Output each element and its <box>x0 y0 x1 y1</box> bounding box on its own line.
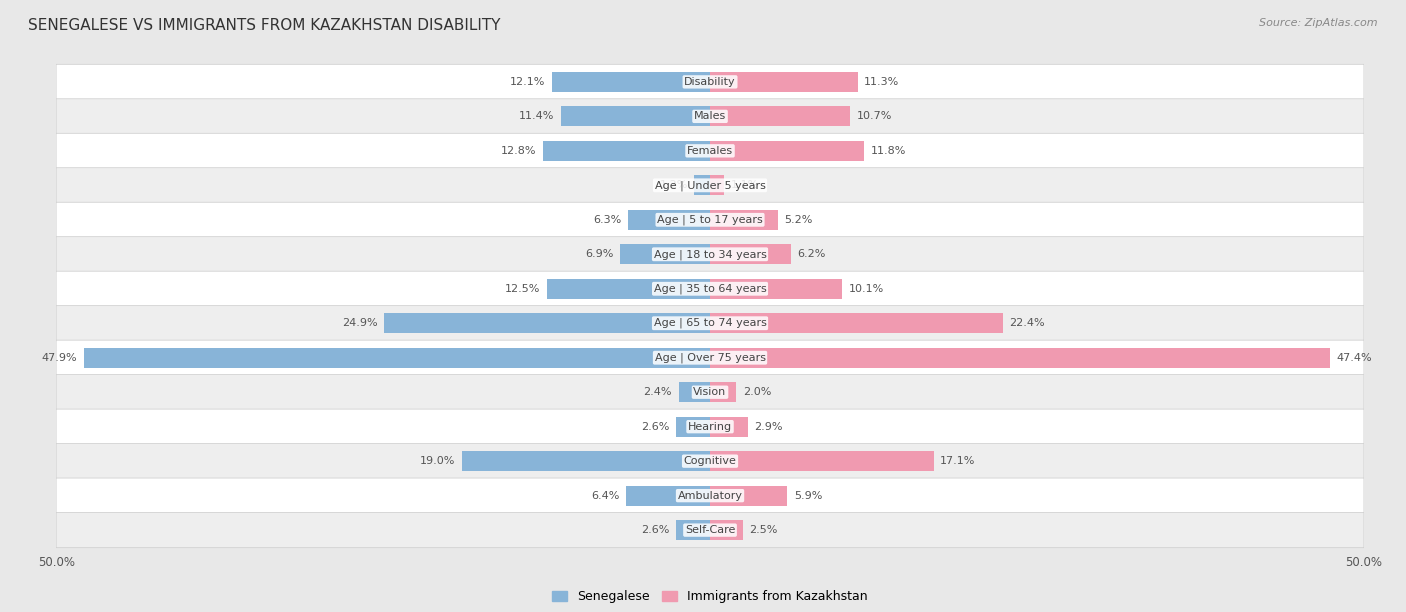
Text: 2.6%: 2.6% <box>641 525 669 535</box>
Text: 5.9%: 5.9% <box>794 491 823 501</box>
Bar <box>461 451 710 471</box>
Text: Females: Females <box>688 146 733 156</box>
Text: 10.1%: 10.1% <box>849 284 884 294</box>
Text: Age | 5 to 17 years: Age | 5 to 17 years <box>657 215 763 225</box>
Text: 5.2%: 5.2% <box>785 215 813 225</box>
Text: 19.0%: 19.0% <box>419 456 456 466</box>
Text: 12.5%: 12.5% <box>505 284 540 294</box>
Text: Age | 18 to 34 years: Age | 18 to 34 years <box>654 249 766 259</box>
Bar <box>710 210 778 230</box>
Text: 12.1%: 12.1% <box>510 77 546 87</box>
Text: SENEGALESE VS IMMIGRANTS FROM KAZAKHSTAN DISABILITY: SENEGALESE VS IMMIGRANTS FROM KAZAKHSTAN… <box>28 18 501 34</box>
Text: Disability: Disability <box>685 77 735 87</box>
Bar <box>626 486 710 506</box>
Text: Age | 65 to 74 years: Age | 65 to 74 years <box>654 318 766 329</box>
Bar <box>679 382 710 402</box>
FancyBboxPatch shape <box>56 64 1364 100</box>
Text: 2.0%: 2.0% <box>742 387 770 397</box>
Bar <box>384 313 710 334</box>
Bar <box>547 278 710 299</box>
Text: Cognitive: Cognitive <box>683 456 737 466</box>
Bar <box>710 348 1330 368</box>
Bar <box>627 210 710 230</box>
FancyBboxPatch shape <box>56 271 1364 307</box>
Text: 1.2%: 1.2% <box>659 181 688 190</box>
Text: 2.4%: 2.4% <box>644 387 672 397</box>
Text: 2.6%: 2.6% <box>641 422 669 431</box>
Text: Age | Under 5 years: Age | Under 5 years <box>655 180 765 190</box>
Bar <box>710 141 865 161</box>
Text: 24.9%: 24.9% <box>342 318 378 328</box>
Bar <box>710 451 934 471</box>
FancyBboxPatch shape <box>56 99 1364 134</box>
Legend: Senegalese, Immigrants from Kazakhstan: Senegalese, Immigrants from Kazakhstan <box>547 585 873 608</box>
Text: 17.1%: 17.1% <box>941 456 976 466</box>
Bar <box>620 244 710 264</box>
FancyBboxPatch shape <box>56 237 1364 272</box>
FancyBboxPatch shape <box>56 202 1364 237</box>
Bar <box>710 382 737 402</box>
Text: Source: ZipAtlas.com: Source: ZipAtlas.com <box>1260 18 1378 28</box>
Bar <box>710 175 724 195</box>
Bar <box>543 141 710 161</box>
Text: 6.9%: 6.9% <box>585 249 613 259</box>
Text: 11.4%: 11.4% <box>519 111 554 121</box>
Text: Ambulatory: Ambulatory <box>678 491 742 501</box>
Bar <box>561 106 710 126</box>
Text: 11.3%: 11.3% <box>865 77 900 87</box>
Bar <box>695 175 710 195</box>
Text: Age | 35 to 64 years: Age | 35 to 64 years <box>654 283 766 294</box>
Text: Age | Over 75 years: Age | Over 75 years <box>655 353 765 363</box>
Bar <box>676 520 710 540</box>
Bar <box>710 278 842 299</box>
Text: 2.5%: 2.5% <box>749 525 778 535</box>
FancyBboxPatch shape <box>56 512 1364 548</box>
Text: 47.4%: 47.4% <box>1336 353 1372 363</box>
Text: 2.9%: 2.9% <box>755 422 783 431</box>
FancyBboxPatch shape <box>56 168 1364 203</box>
Text: 6.2%: 6.2% <box>797 249 825 259</box>
FancyBboxPatch shape <box>56 133 1364 168</box>
Bar <box>710 486 787 506</box>
Bar <box>710 72 858 92</box>
Text: 1.1%: 1.1% <box>731 181 759 190</box>
FancyBboxPatch shape <box>56 409 1364 444</box>
Text: 6.3%: 6.3% <box>593 215 621 225</box>
Bar <box>676 417 710 437</box>
Text: 22.4%: 22.4% <box>1010 318 1045 328</box>
FancyBboxPatch shape <box>56 444 1364 479</box>
Bar <box>710 520 742 540</box>
Bar <box>710 417 748 437</box>
Text: Vision: Vision <box>693 387 727 397</box>
Text: Males: Males <box>695 111 725 121</box>
FancyBboxPatch shape <box>56 305 1364 341</box>
FancyBboxPatch shape <box>56 478 1364 513</box>
Text: 47.9%: 47.9% <box>42 353 77 363</box>
Text: Self-Care: Self-Care <box>685 525 735 535</box>
Bar <box>84 348 710 368</box>
Text: 12.8%: 12.8% <box>501 146 536 156</box>
FancyBboxPatch shape <box>56 340 1364 375</box>
Bar <box>551 72 710 92</box>
Text: Hearing: Hearing <box>688 422 733 431</box>
Bar <box>710 106 851 126</box>
Text: 10.7%: 10.7% <box>856 111 891 121</box>
Text: 6.4%: 6.4% <box>592 491 620 501</box>
Text: 11.8%: 11.8% <box>870 146 907 156</box>
Bar <box>710 244 792 264</box>
Bar <box>710 313 1002 334</box>
FancyBboxPatch shape <box>56 375 1364 410</box>
